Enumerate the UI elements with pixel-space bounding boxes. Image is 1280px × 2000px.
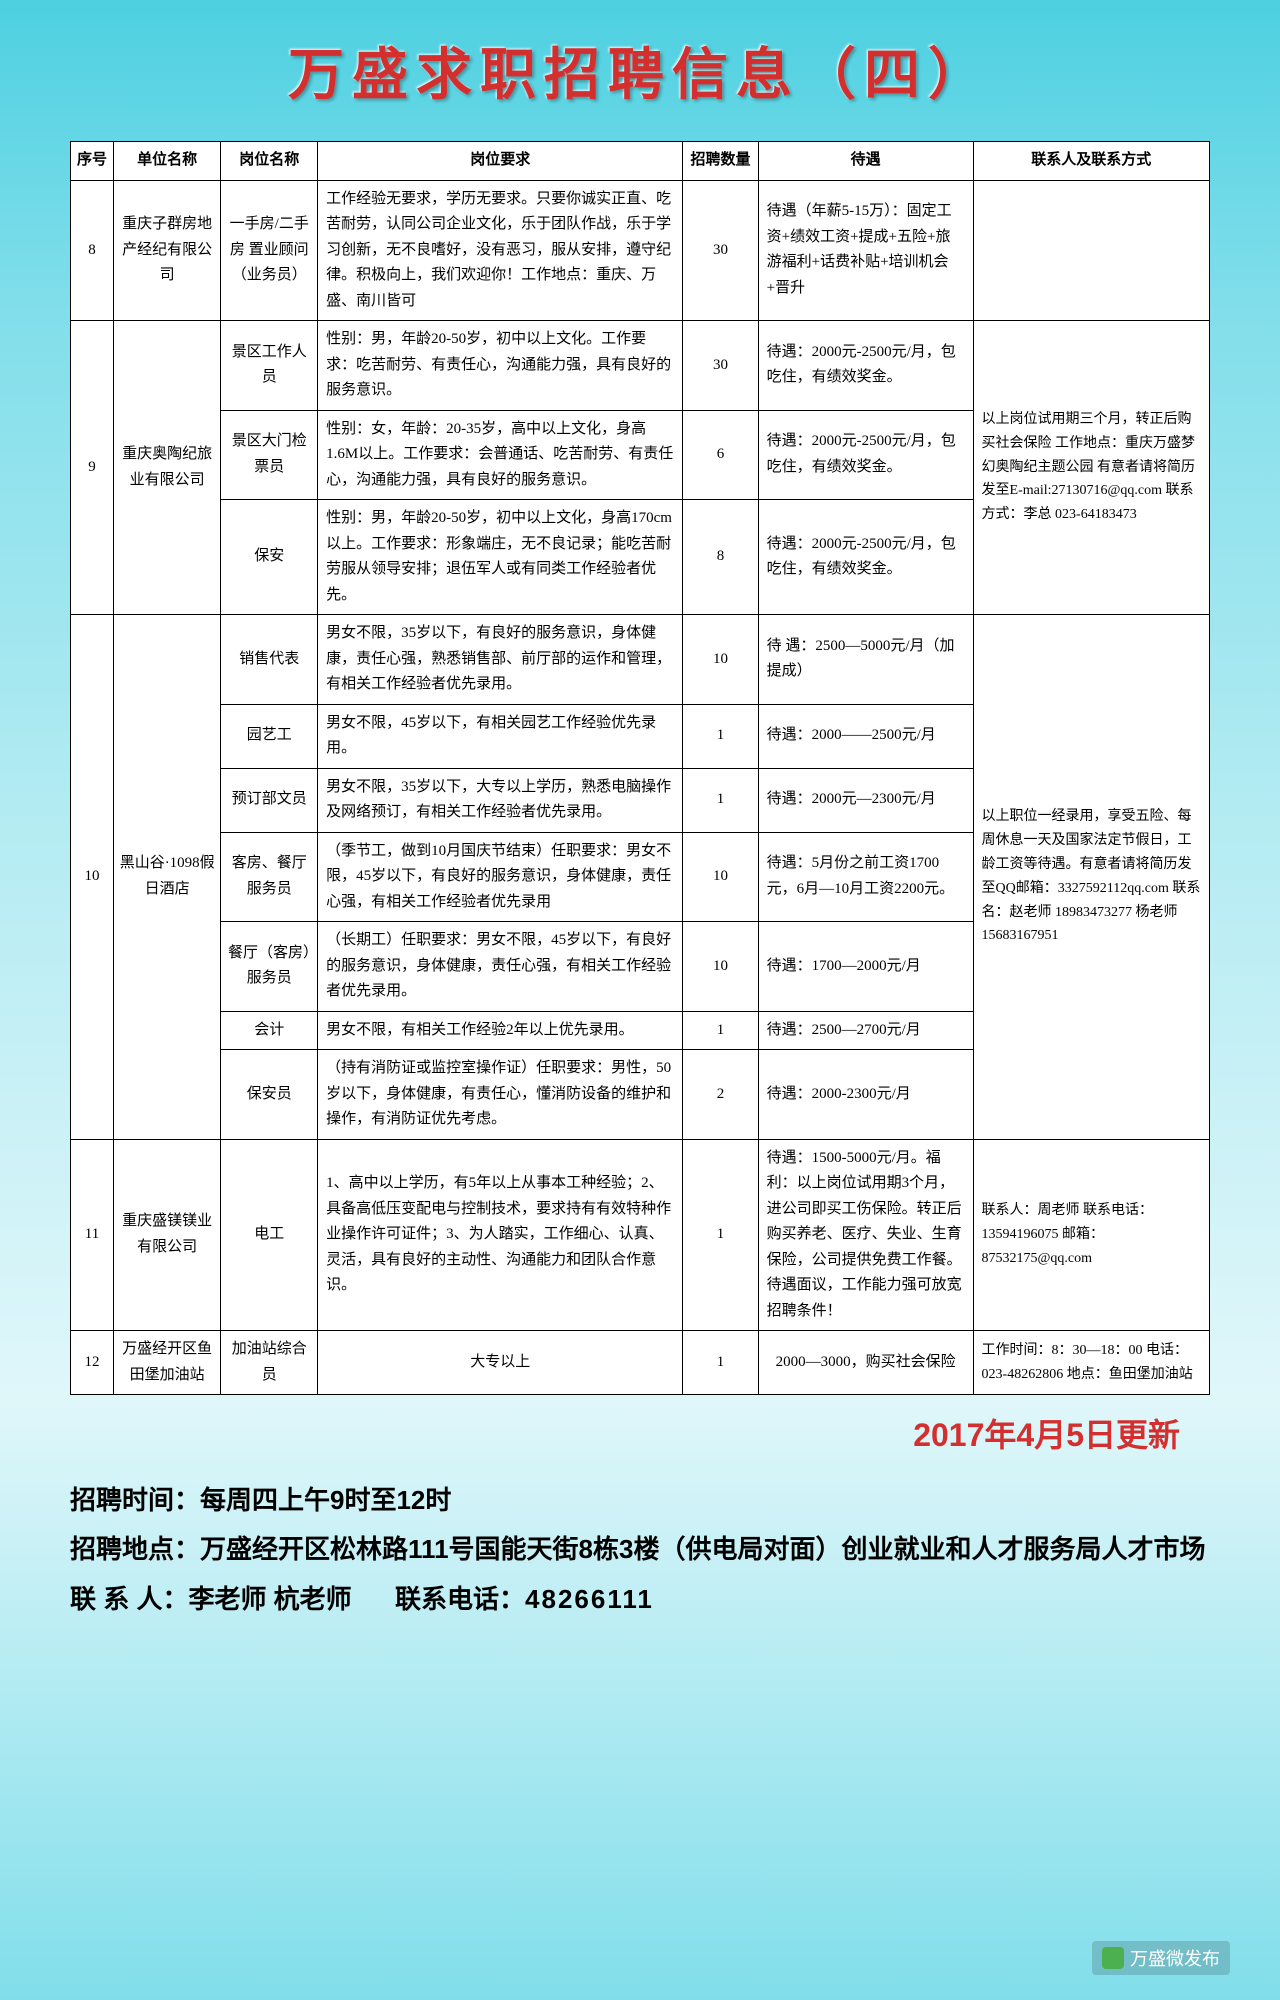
cell-treatment: 待遇（年薪5-15万）：固定工资+绩效工资+提成+五险+旅游福利+话费补贴+培训… bbox=[758, 180, 973, 321]
cell-qty: 10 bbox=[683, 615, 758, 705]
cell-num: 11 bbox=[71, 1139, 114, 1331]
footer-time-label: 招聘时间： bbox=[70, 1485, 200, 1515]
header-company: 单位名称 bbox=[113, 142, 220, 181]
cell-position: 餐厅（客房）服务员 bbox=[221, 922, 318, 1012]
footer-contact-label: 联 系 人： bbox=[70, 1584, 188, 1614]
cell-treatment: 待遇：1500-5000元/月。福利：以上岗位试用期3个月，进公司即买工伤保险。… bbox=[758, 1139, 973, 1331]
cell-qty: 1 bbox=[683, 1331, 758, 1395]
cell-treatment: 待遇：5月份之前工资1700元，6月—10月工资2200元。 bbox=[758, 832, 973, 922]
header-contact: 联系人及联系方式 bbox=[973, 142, 1209, 181]
cell-contact: 工作时间：8：30—18：00 电话：023-48262806 地点：鱼田堡加油… bbox=[973, 1331, 1209, 1395]
header-num: 序号 bbox=[71, 142, 114, 181]
footer-addr-label: 招聘地点： bbox=[70, 1534, 200, 1564]
cell-contact: 以上职位一经录用，享受五险、每周休息一天及国家法定节假日，工龄工资等待遇。有意者… bbox=[973, 615, 1209, 1140]
cell-treatment: 待遇：2000——2500元/月 bbox=[758, 704, 973, 768]
footer-time: 每周四上午9时至12时 bbox=[200, 1485, 451, 1515]
table-row: 10 黑山谷·1098假日酒店 销售代表 男女不限，35岁以下，有良好的服务意识… bbox=[71, 615, 1210, 705]
cell-qty: 30 bbox=[683, 321, 758, 411]
cell-treatment: 待遇：2000-2300元/月 bbox=[758, 1050, 973, 1140]
cell-requirement: 大专以上 bbox=[318, 1331, 683, 1395]
table-row: 8 重庆子群房地产经纪有限公司 一手房/二手房 置业顾问（业务员） 工作经验无要… bbox=[71, 180, 1210, 321]
cell-position: 销售代表 bbox=[221, 615, 318, 705]
table-row: 9 重庆奥陶纪旅业有限公司 景区工作人员 性别：男，年龄20-50岁，初中以上文… bbox=[71, 321, 1210, 411]
cell-treatment: 待遇：2000元—2300元/月 bbox=[758, 768, 973, 832]
update-date: 2017年4月5日更新 bbox=[40, 1410, 1180, 1456]
cell-qty: 1 bbox=[683, 768, 758, 832]
cell-position: 预订部文员 bbox=[221, 768, 318, 832]
job-table: 序号 单位名称 岗位名称 岗位要求 招聘数量 待遇 联系人及联系方式 8 重庆子… bbox=[70, 141, 1210, 1395]
cell-treatment: 待遇：2000元-2500元/月，包吃住，有绩效奖金。 bbox=[758, 500, 973, 615]
cell-requirement: 性别：男，年龄20-50岁，初中以上文化。工作要求：吃苦耐劳、有责任心，沟通能力… bbox=[318, 321, 683, 411]
table-header-row: 序号 单位名称 岗位名称 岗位要求 招聘数量 待遇 联系人及联系方式 bbox=[71, 142, 1210, 181]
cell-company: 重庆子群房地产经纪有限公司 bbox=[113, 180, 220, 321]
cell-requirement: （季节工，做到10月国庆节结束）任职要求：男女不限，45岁以下，有良好的服务意识… bbox=[318, 832, 683, 922]
cell-qty: 2 bbox=[683, 1050, 758, 1140]
wechat-icon bbox=[1102, 1947, 1124, 1969]
cell-position: 加油站综合员 bbox=[221, 1331, 318, 1395]
cell-requirement: 男女不限，45岁以下，有相关园艺工作经验优先录用。 bbox=[318, 704, 683, 768]
footer-info: 招聘时间：每周四上午9时至12时 招聘地点：万盛经开区松林路111号国能天街8栋… bbox=[70, 1476, 1210, 1624]
header-qty: 招聘数量 bbox=[683, 142, 758, 181]
source-watermark: 万盛微发布 bbox=[1092, 1941, 1230, 1975]
header-requirement: 岗位要求 bbox=[318, 142, 683, 181]
page-title: 万盛求职招聘信息（四） bbox=[40, 30, 1240, 111]
cell-contact: 以上岗位试用期三个月，转正后购买社会保险 工作地点：重庆万盛梦幻奥陶纪主题公园 … bbox=[973, 321, 1209, 615]
cell-company: 重庆盛镁镁业有限公司 bbox=[113, 1139, 220, 1331]
cell-contact: 联系人：周老师 联系电话：13594196075 邮箱：87532175@qq.… bbox=[973, 1139, 1209, 1331]
footer-addr: 万盛经开区松林路111号国能天街8栋3楼（供电局对面）创业就业和人才服务局人才市… bbox=[200, 1534, 1205, 1564]
cell-requirement: （长期工）任职要求：男女不限，45岁以下，有良好的服务意识，身体健康，责任心强，… bbox=[318, 922, 683, 1012]
cell-qty: 10 bbox=[683, 832, 758, 922]
cell-company: 黑山谷·1098假日酒店 bbox=[113, 615, 220, 1140]
cell-qty: 6 bbox=[683, 410, 758, 500]
cell-treatment: 待遇：2000元-2500元/月，包吃住，有绩效奖金。 bbox=[758, 410, 973, 500]
cell-contact bbox=[973, 180, 1209, 321]
cell-qty: 1 bbox=[683, 1011, 758, 1050]
cell-num: 12 bbox=[71, 1331, 114, 1395]
header-treatment: 待遇 bbox=[758, 142, 973, 181]
cell-num: 9 bbox=[71, 321, 114, 615]
table-row: 11 重庆盛镁镁业有限公司 电工 1、高中以上学历，有5年以上从事本工种经验；2… bbox=[71, 1139, 1210, 1331]
cell-position: 景区大门检票员 bbox=[221, 410, 318, 500]
cell-requirement: 1、高中以上学历，有5年以上从事本工种经验；2、具备高低压变配电与控制技术，要求… bbox=[318, 1139, 683, 1331]
job-table-container: 序号 单位名称 岗位名称 岗位要求 招聘数量 待遇 联系人及联系方式 8 重庆子… bbox=[70, 141, 1210, 1395]
cell-company: 万盛经开区鱼田堡加油站 bbox=[113, 1331, 220, 1395]
footer-phone-label: 联系电话： bbox=[395, 1584, 525, 1614]
cell-position: 客房、餐厅服务员 bbox=[221, 832, 318, 922]
cell-qty: 1 bbox=[683, 704, 758, 768]
cell-treatment: 待遇：2000元-2500元/月，包吃住，有绩效奖金。 bbox=[758, 321, 973, 411]
cell-position: 会计 bbox=[221, 1011, 318, 1050]
cell-requirement: 男女不限，有相关工作经验2年以上优先录用。 bbox=[318, 1011, 683, 1050]
cell-position: 园艺工 bbox=[221, 704, 318, 768]
cell-requirement: 男女不限，35岁以下，大专以上学历，熟悉电脑操作及网络预订，有相关工作经验者优先… bbox=[318, 768, 683, 832]
cell-num: 10 bbox=[71, 615, 114, 1140]
cell-position: 电工 bbox=[221, 1139, 318, 1331]
cell-qty: 30 bbox=[683, 180, 758, 321]
cell-position: 保安 bbox=[221, 500, 318, 615]
cell-requirement: 性别：女，年龄：20-35岁，高中以上文化，身高1.6M以上。工作要求：会普通话… bbox=[318, 410, 683, 500]
source-text: 万盛微发布 bbox=[1130, 1945, 1220, 1971]
cell-qty: 10 bbox=[683, 922, 758, 1012]
cell-position: 景区工作人员 bbox=[221, 321, 318, 411]
cell-position: 一手房/二手房 置业顾问（业务员） bbox=[221, 180, 318, 321]
cell-position: 保安员 bbox=[221, 1050, 318, 1140]
cell-requirement: （持有消防证或监控室操作证）任职要求：男性，50岁以下，身体健康，有责任心，懂消… bbox=[318, 1050, 683, 1140]
footer-phone: 48266111 bbox=[525, 1584, 654, 1614]
cell-treatment: 2000—3000，购买社会保险 bbox=[758, 1331, 973, 1395]
cell-qty: 1 bbox=[683, 1139, 758, 1331]
cell-requirement: 男女不限，35岁以下，有良好的服务意识，身体健康，责任心强，熟悉销售部、前厅部的… bbox=[318, 615, 683, 705]
cell-qty: 8 bbox=[683, 500, 758, 615]
cell-treatment: 待遇：2500—2700元/月 bbox=[758, 1011, 973, 1050]
cell-num: 8 bbox=[71, 180, 114, 321]
cell-treatment: 待遇：1700—2000元/月 bbox=[758, 922, 973, 1012]
cell-treatment: 待 遇：2500—5000元/月（加提成） bbox=[758, 615, 973, 705]
table-row: 12 万盛经开区鱼田堡加油站 加油站综合员 大专以上 1 2000—3000，购… bbox=[71, 1331, 1210, 1395]
cell-company: 重庆奥陶纪旅业有限公司 bbox=[113, 321, 220, 615]
footer-contact: 李老师 杭老师 bbox=[188, 1584, 351, 1614]
cell-requirement: 工作经验无要求，学历无要求。只要你诚实正直、吃苦耐劳，认同公司企业文化，乐于团队… bbox=[318, 180, 683, 321]
cell-requirement: 性别：男，年龄20-50岁，初中以上文化，身高170cm以上。工作要求：形象端庄… bbox=[318, 500, 683, 615]
header-position: 岗位名称 bbox=[221, 142, 318, 181]
